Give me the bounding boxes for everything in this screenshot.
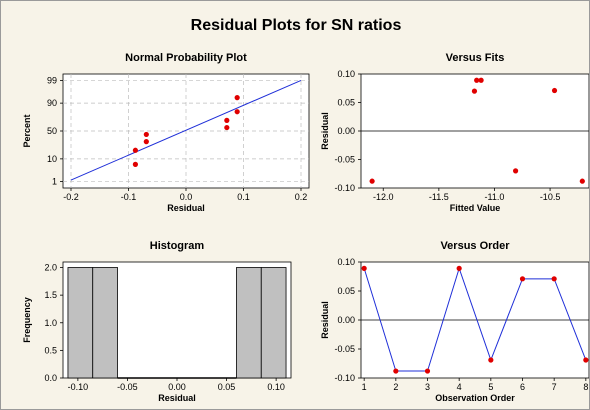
data-point	[369, 178, 375, 184]
main-title: Residual Plots for SN ratios	[190, 17, 402, 34]
y-tick-label: 10	[47, 154, 57, 164]
data-point	[519, 276, 526, 282]
data-point	[488, 357, 494, 363]
histogram-bar	[92, 267, 118, 379]
x-tick-label: 0.10	[267, 382, 285, 392]
panel-0	[60, 73, 310, 191]
data-point	[474, 77, 480, 83]
y-tick-label: -0.05	[334, 344, 355, 354]
panel-3	[358, 261, 589, 381]
y-tick-label: 99	[47, 75, 57, 85]
histogram-bar	[260, 267, 287, 379]
data-point	[234, 109, 240, 115]
y-axis-label: Residual	[320, 112, 330, 150]
x-tick-label: -11.0	[485, 192, 505, 202]
y-tick-label: 90	[47, 98, 57, 108]
y-tick-label: 0.5	[44, 345, 57, 355]
data-point	[579, 178, 585, 184]
data-point	[393, 368, 399, 374]
x-tick-label: 0.00	[168, 382, 186, 392]
x-tick-label: 0.05	[218, 382, 236, 392]
data-point	[478, 77, 484, 83]
x-tick-label: -0.10	[68, 382, 89, 392]
data-point	[224, 124, 230, 131]
x-tick-label: 1	[362, 382, 367, 392]
y-tick-label: 2.0	[44, 263, 57, 273]
data-point	[132, 147, 138, 153]
x-tick-label: -0.1	[121, 192, 137, 202]
data-point	[224, 117, 230, 123]
y-tick-label: 0.05	[337, 98, 355, 108]
y-tick-label: -0.10	[334, 183, 355, 193]
x-tick-label: 4	[457, 382, 462, 392]
data-point	[551, 276, 557, 282]
y-tick-label: 1	[52, 177, 57, 187]
x-tick-label: 8	[583, 382, 588, 392]
x-tick-label: -0.05	[117, 382, 138, 392]
x-tick-label: 0.2	[295, 192, 308, 202]
panel-title: Versus Fits	[446, 52, 505, 64]
x-tick-label: 2	[393, 382, 398, 392]
panel-title: Histogram	[150, 240, 205, 252]
fit-line	[70, 79, 302, 181]
y-tick-label: 0.10	[337, 69, 355, 79]
x-tick-label: 3	[425, 382, 430, 392]
y-axis-label: Percent	[22, 114, 32, 147]
data-point	[424, 368, 431, 374]
data-point	[456, 265, 462, 271]
panel-1	[358, 73, 589, 191]
x-tick-label: 5	[488, 382, 493, 392]
panel-title: Versus Order	[440, 240, 510, 252]
y-tick-label: 0.00	[337, 126, 355, 136]
y-tick-label: 50	[47, 126, 57, 136]
data-point	[132, 161, 138, 167]
y-axis-label: Residual	[320, 301, 330, 339]
y-tick-label: -0.05	[334, 155, 355, 165]
x-tick-label: -12.0	[373, 192, 394, 202]
data-point	[143, 131, 149, 138]
y-axis-label: Frequency	[22, 297, 32, 343]
y-tick-label: -0.10	[334, 373, 355, 383]
series-line	[363, 266, 587, 372]
y-tick-label: 0.0	[44, 373, 57, 383]
y-tick-label: 0.00	[337, 315, 355, 325]
x-axis-label: Residual	[167, 203, 205, 213]
panel-2	[60, 261, 292, 381]
data-point	[583, 357, 589, 363]
x-axis-label: Fitted Value	[450, 203, 501, 213]
data-point	[512, 168, 519, 174]
data-point	[234, 95, 240, 101]
data-point	[143, 139, 149, 145]
y-tick-label: 1.5	[44, 290, 57, 300]
y-tick-label: 1.0	[44, 318, 57, 328]
histogram-bar	[236, 267, 262, 379]
x-axis-label: Observation Order	[435, 393, 515, 403]
x-tick-label: 6	[520, 382, 525, 392]
x-tick-label: 0.0	[180, 192, 193, 202]
y-tick-label: 0.05	[337, 286, 355, 296]
data-point	[361, 265, 367, 271]
x-tick-label: -11.5	[429, 192, 449, 202]
histogram-bar	[67, 267, 94, 379]
data-point	[551, 87, 558, 94]
x-axis-label: Residual	[158, 393, 196, 403]
x-tick-label: -10.5	[540, 192, 561, 202]
y-tick-label: 0.10	[337, 257, 355, 267]
x-tick-label: -0.2	[63, 192, 79, 202]
data-point	[471, 88, 478, 94]
x-tick-label: 7	[552, 382, 557, 392]
x-tick-label: 0.1	[237, 192, 250, 202]
panel-title: Normal Probability Plot	[125, 52, 247, 64]
